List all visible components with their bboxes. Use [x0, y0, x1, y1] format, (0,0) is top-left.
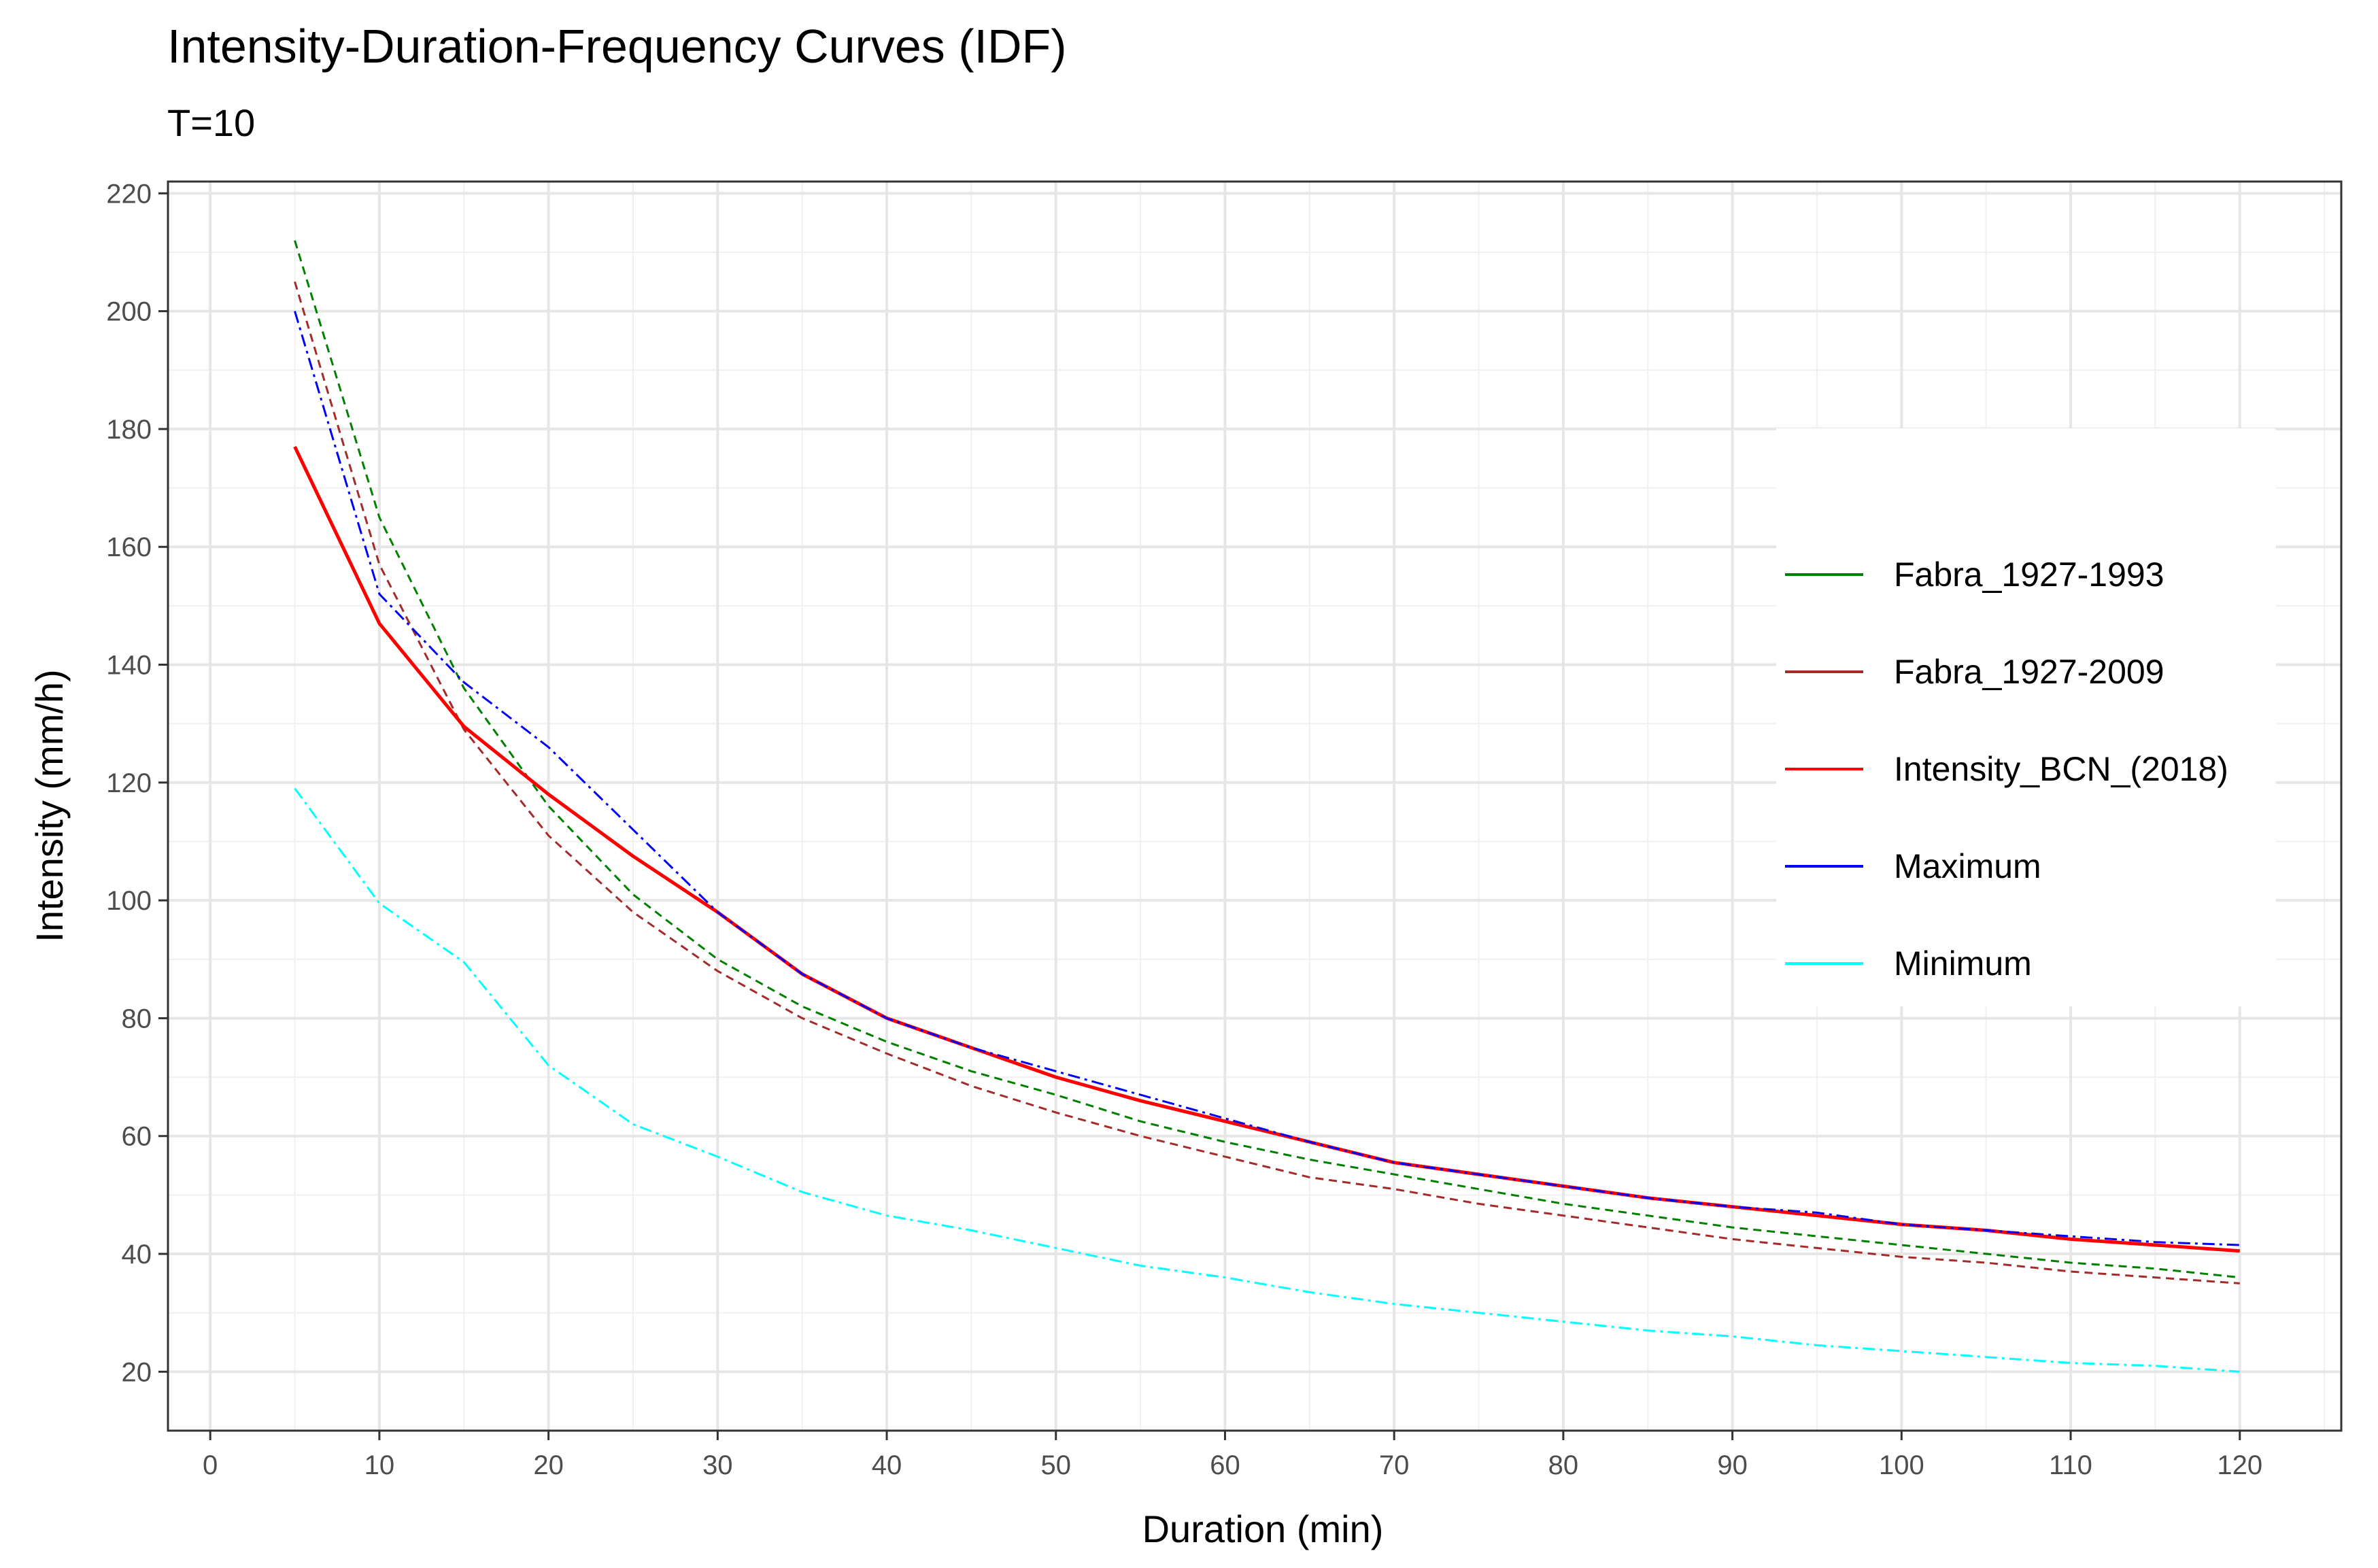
x-tick-label: 80: [1548, 1450, 1579, 1480]
x-tick-label: 40: [872, 1450, 902, 1480]
x-tick-label: 20: [533, 1450, 564, 1480]
series-lines: [293, 240, 2240, 1373]
x-axis-title: Duration (min): [1142, 1507, 1384, 1550]
y-tick-label: 220: [106, 179, 152, 209]
y-tick-label: 140: [106, 651, 152, 681]
x-tick-label: 0: [203, 1450, 218, 1480]
plot-border: [167, 180, 2343, 1432]
y-tick-label: 80: [122, 1004, 152, 1034]
legend-label: Intensity_BCN_(2018): [1894, 750, 2228, 788]
y-tick-label: 100: [106, 886, 152, 916]
y-tick-label: 60: [122, 1122, 152, 1152]
x-tick-label: 60: [1210, 1450, 1240, 1480]
x-tick-label: 90: [1717, 1450, 1748, 1480]
x-tick-label: 10: [364, 1450, 395, 1480]
legend-background: [1776, 428, 2276, 1006]
y-tick-label: 20: [122, 1357, 152, 1387]
y-tick-label: 40: [122, 1240, 152, 1269]
series-line-minimum: [294, 787, 2240, 1373]
x-axis: 0 10 20 30 40 50 60 70 80 90 100 110 120: [203, 1431, 2262, 1480]
series-line-fabra-1927-1993: [294, 240, 2240, 1279]
series-line-fabra-1927-2009: [294, 281, 2240, 1284]
legend: Fabra_1927-1993 Fabra_1927-2009 Intensity_…: [1776, 428, 2276, 1006]
y-axis-title: Intensity (mm/h): [28, 669, 71, 942]
y-tick-label: 180: [106, 415, 152, 445]
legend-label: Fabra_1927-1993: [1894, 556, 2164, 594]
legend-label: Minimum: [1894, 944, 2032, 983]
y-tick-label: 120: [106, 768, 152, 798]
chart-title: Intensity-Duration-Frequency Curves (IDF…: [167, 20, 1067, 73]
x-tick-label: 30: [702, 1450, 733, 1480]
y-tick-label: 160: [106, 532, 152, 562]
x-tick-label: 100: [1879, 1450, 1924, 1480]
y-tick-label: 200: [106, 297, 152, 327]
x-tick-label: 110: [2049, 1450, 2092, 1480]
y-axis: 20 40 60 80 100 120 140 160 180 200 220: [106, 179, 168, 1387]
series-line-maximum: [294, 311, 2240, 1246]
x-tick-label: 50: [1041, 1450, 1072, 1480]
x-tick-label: 70: [1379, 1450, 1410, 1480]
legend-label: Maximum: [1894, 847, 2041, 885]
chart-subtitle: T=10: [167, 101, 255, 144]
x-tick-label: 120: [2217, 1450, 2262, 1480]
legend-label: Fabra_1927-2009: [1894, 653, 2164, 691]
